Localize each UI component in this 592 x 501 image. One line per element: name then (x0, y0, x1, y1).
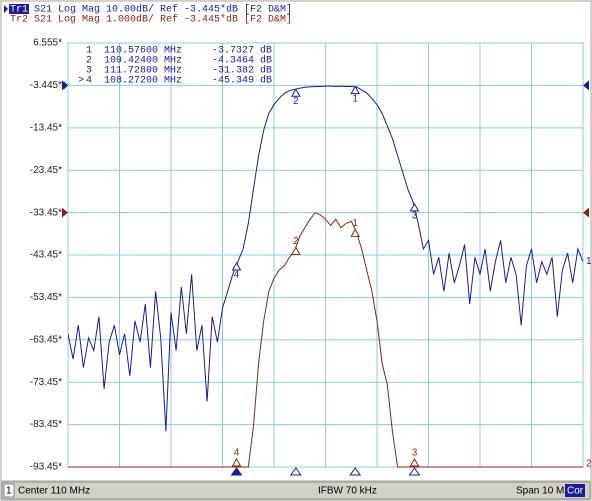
y-tick-label: -93.45* (30, 462, 62, 473)
y-tick-label: -23.45* (30, 165, 62, 176)
marker-table-number: 4 (86, 76, 92, 87)
marker-position (289, 467, 302, 476)
marker-table-freq: 109.42400 MHz (104, 56, 182, 67)
y-tick-label: -13.45* (30, 122, 62, 133)
marker-table-number: 3 (86, 66, 92, 77)
active-symbol: > (78, 76, 84, 87)
trace-line (68, 212, 583, 468)
trace-line (68, 85, 583, 432)
active-trace-box (9, 4, 29, 14)
marker-number: 1 (352, 93, 358, 104)
status-span: Span 10 MHz (516, 486, 577, 497)
status-ifbw: IFBW 70 kHz (318, 486, 377, 497)
marker-triangle (231, 262, 242, 271)
marker-triangle (231, 457, 242, 467)
y-tick-label: -33.45* (30, 207, 62, 218)
trace-name: Tr1 (10, 5, 28, 16)
y-tick-label: -83.45* (30, 419, 62, 430)
marker-table-value: -31.382 dB (212, 65, 272, 77)
cor-box (565, 484, 585, 497)
status-bar (1, 481, 591, 500)
ref-marker-right (583, 80, 589, 91)
marker-position (349, 467, 362, 476)
marker-number: 4 (234, 448, 240, 459)
ref-marker-left (62, 207, 68, 218)
marker-triangle (290, 246, 301, 255)
marker-table-freq: 111.72800 MHz (104, 66, 182, 77)
marker-table-value: -45.349 dB (212, 75, 272, 87)
y-tick-label: -63.45* (30, 334, 62, 345)
marker-triangle (350, 85, 361, 95)
marker-table-freq: 110.57600 MHz (104, 46, 182, 57)
marker-table-number: 2 (86, 56, 92, 67)
marker-triangle (290, 88, 301, 97)
marker-number: 1 (352, 218, 358, 229)
y-tick-label: -43.45* (30, 250, 62, 261)
trace-name: Tr2 (10, 15, 28, 26)
active-trace-arrow (4, 5, 8, 13)
status-center: Center 110 MHz (18, 486, 90, 497)
marker-position (408, 467, 421, 476)
marker-triangle (350, 228, 361, 237)
marker-number: 4 (234, 270, 240, 281)
y-tick-label: 6.555* (33, 38, 62, 49)
active-marker-arrow (64, 81, 68, 90)
trace-end-label: 2 (586, 459, 592, 470)
marker-triangle (409, 202, 420, 212)
trace-header: S21 Log Mag 1.000dB/ Ref -3.445*dB [F2 D… (34, 14, 292, 26)
marker-table-number: 1 (86, 46, 92, 57)
y-tick-label: -73.45* (30, 377, 62, 388)
marker-number: 3 (412, 448, 418, 459)
marker-number: 3 (412, 210, 418, 221)
channel-box (3, 483, 15, 498)
marker-table-freq: 108.27200 MHz (104, 76, 182, 87)
marker-number: 2 (293, 96, 299, 107)
y-tick-label: -53.45* (30, 292, 62, 303)
marker-number: 2 (293, 236, 299, 247)
status-cor: Cor (567, 486, 584, 497)
y-tick-label: -3.445* (30, 80, 62, 91)
ref-marker-right (583, 207, 589, 218)
marker-table-value: -4.3464 dB (212, 55, 272, 67)
trace-end-label: 1 (586, 256, 592, 267)
status-channel: 1 (6, 486, 12, 497)
marker-table-value: -3.7327 dB (212, 45, 272, 57)
display-area (2, 2, 590, 480)
trace-header: S21 Log Mag 10.00dB/ Ref -3.445*dB [F2 D… (34, 4, 292, 16)
traces (68, 85, 583, 468)
marker-triangle (409, 457, 420, 467)
marker-position (230, 467, 243, 476)
